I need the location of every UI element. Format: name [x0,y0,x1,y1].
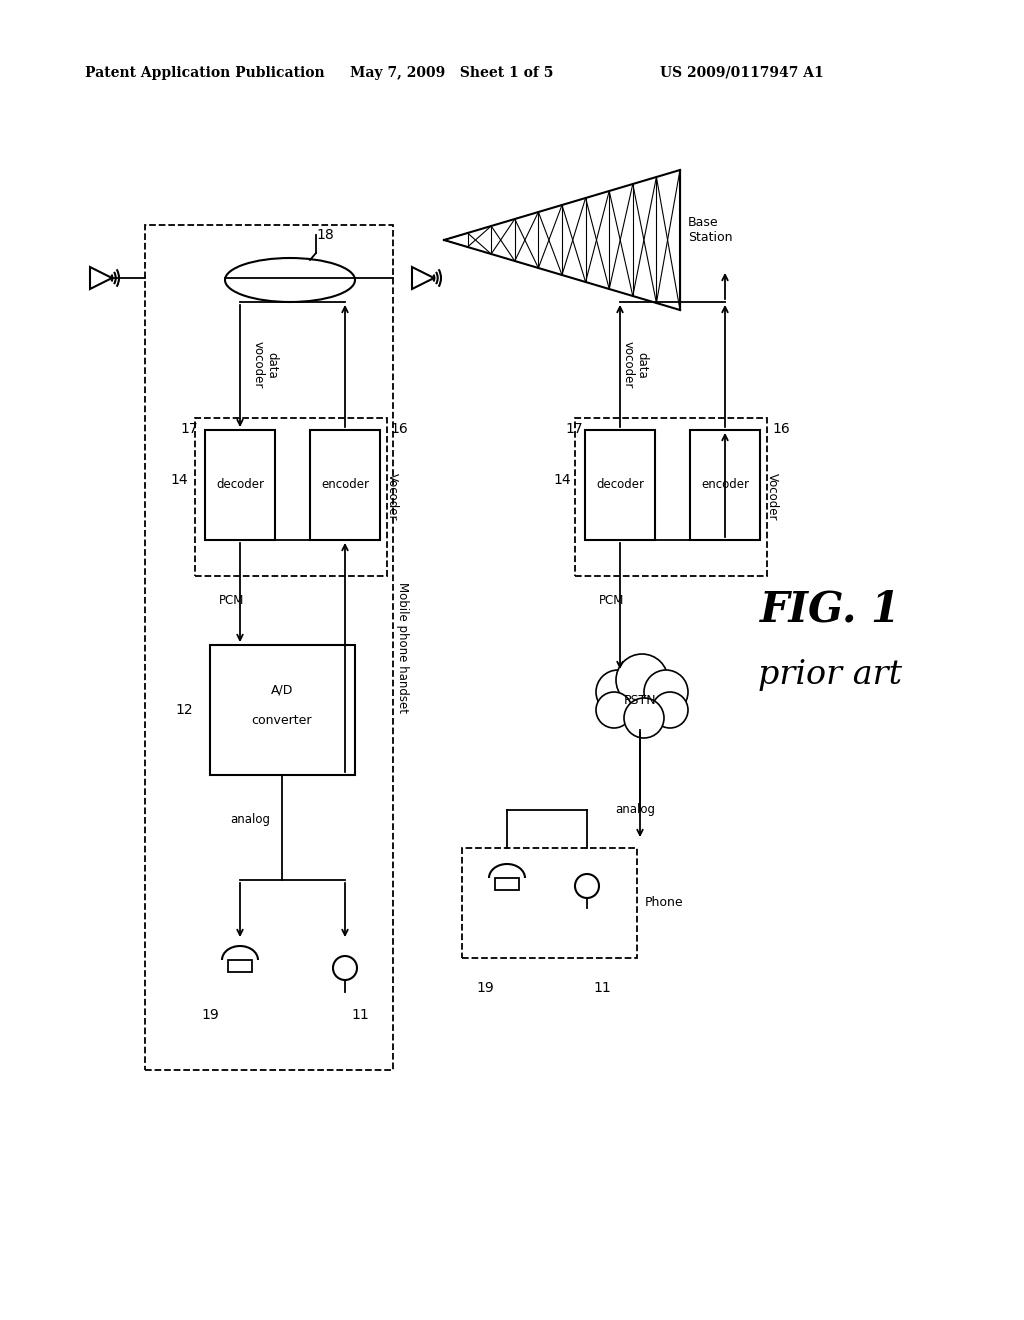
Text: 14: 14 [170,473,188,487]
Text: PSTN: PSTN [624,693,656,706]
Circle shape [616,653,668,706]
Bar [228,960,252,972]
Bar [585,430,655,540]
Bar [205,430,275,540]
Circle shape [596,671,640,714]
Text: Mobile phone handset: Mobile phone handset [396,582,410,713]
Text: 11: 11 [593,981,611,995]
Text: transceiver: transceiver [258,284,322,294]
Text: converter: converter [252,714,312,726]
Circle shape [333,956,357,979]
Text: decoder: decoder [216,479,264,491]
Text: 14: 14 [553,473,571,487]
Text: analog: analog [230,813,270,826]
Text: 17: 17 [565,422,583,436]
Text: data: data [265,351,279,379]
Bar [462,847,637,958]
Text: 16: 16 [390,422,408,436]
Circle shape [652,692,688,729]
Text: Vocoder: Vocoder [766,474,778,521]
Text: May 7, 2009   Sheet 1 of 5: May 7, 2009 Sheet 1 of 5 [350,66,553,81]
Text: PCM: PCM [599,594,625,606]
Text: 12: 12 [175,704,193,717]
Text: 19: 19 [201,1008,219,1022]
Circle shape [624,698,664,738]
Text: 19: 19 [476,981,494,995]
Text: data: data [636,351,648,379]
Bar [575,418,767,576]
Text: 16: 16 [772,422,790,436]
Text: Vocoder: Vocoder [385,474,398,521]
Circle shape [644,671,688,714]
Bar [145,224,393,1071]
Bar [495,878,519,890]
Text: Phone: Phone [645,896,684,909]
Text: A/D: A/D [270,684,293,697]
Text: PCM: PCM [219,594,245,606]
Text: 11: 11 [351,1008,369,1022]
Circle shape [575,874,599,898]
Text: vocoder: vocoder [252,342,264,388]
Polygon shape [90,267,112,289]
Bar [310,430,380,540]
Text: 18: 18 [316,228,334,242]
Text: vocoder: vocoder [622,342,635,388]
Text: US 2009/0117947 A1: US 2009/0117947 A1 [660,66,823,81]
Ellipse shape [225,257,355,302]
Text: 17: 17 [180,422,198,436]
Text: encoder: encoder [321,479,369,491]
Circle shape [596,692,632,729]
Text: FIG. 1: FIG. 1 [760,589,900,631]
Text: decoder: decoder [596,479,644,491]
Text: encoder: encoder [701,479,749,491]
Bar [210,645,355,775]
Text: prior art: prior art [758,659,902,690]
Text: Patent Application Publication: Patent Application Publication [85,66,325,81]
Text: Base
Station: Base Station [688,216,732,244]
Bar [195,418,387,576]
Polygon shape [412,267,434,289]
Bar [690,430,760,540]
Text: analog: analog [615,804,655,817]
Text: radio: radio [275,267,304,276]
